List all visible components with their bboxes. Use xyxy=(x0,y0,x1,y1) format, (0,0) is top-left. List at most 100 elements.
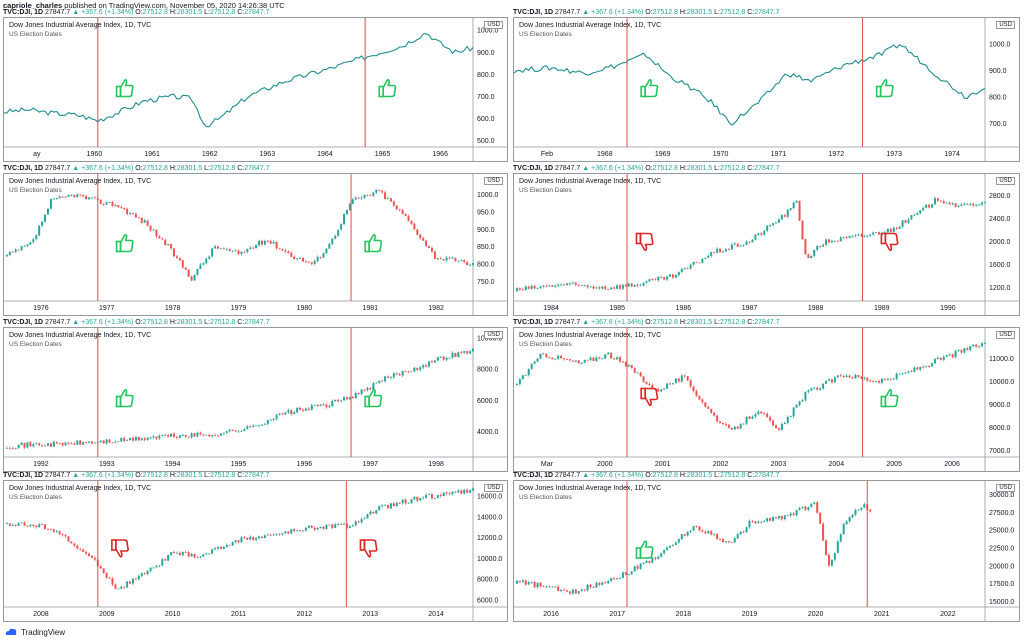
thumbs-up-icon xyxy=(875,79,894,98)
price-chart[interactable]: 15000.0 17500.0 20000.0 22500.0 25000.0 27500… xyxy=(514,481,1019,621)
candle-body xyxy=(5,523,8,525)
candle-body xyxy=(392,201,395,206)
candle-body xyxy=(316,256,319,262)
candle-body xyxy=(404,370,407,372)
candle-body xyxy=(565,590,568,592)
low-label: L: xyxy=(714,472,720,479)
price-chart[interactable]: 4000.0 6000.0 8000.0 10000.0 1992 1993 1994 199… xyxy=(4,328,507,471)
candle-body xyxy=(957,350,960,352)
open-value: 27512.8 xyxy=(142,165,170,172)
currency-label[interactable]: USD xyxy=(484,21,503,29)
candle-body xyxy=(657,556,660,559)
high-value: 28301.5 xyxy=(176,472,205,479)
candle-body xyxy=(252,425,255,427)
candle-body xyxy=(627,365,630,367)
chart-panel[interactable]: 500.0 600.0 700.0 800.0 900.0 1000.0 ay 1960 196… xyxy=(3,17,508,162)
ticker-line: TVC:DJI, 1D 27847.7 ▲ +367.6 (+1.34%) O:… xyxy=(3,472,270,479)
low-value: 27512.8 xyxy=(209,9,238,16)
candle-body xyxy=(866,235,869,237)
price-chart[interactable]: 7000.0 8000.0 9000.0 10000.0 11000.0 Mar 2000 2… xyxy=(514,328,1019,471)
time-tick-label: 1998 xyxy=(428,461,444,468)
author-name[interactable]: capriole_charles xyxy=(3,1,63,10)
chart-panel[interactable]: 7000.0 8000.0 9000.0 10000.0 11000.0 Mar 2000 2… xyxy=(513,327,1020,472)
price-chart[interactable]: 700.0 800.0 900.0 1000.0 Feb 1968 1969 1970 1971… xyxy=(514,18,1019,161)
currency-label[interactable]: USD xyxy=(996,21,1015,29)
chart-panel[interactable]: 750.0 800.0 850.0 900.0 950.0 1000.0 1976 1977 1… xyxy=(3,173,508,316)
candle-body xyxy=(422,238,425,241)
price-chart[interactable]: 1200.0 1600.0 2000.0 2400.0 2800.0 1984 1985 19… xyxy=(514,174,1019,315)
candle-body xyxy=(742,423,745,425)
chart-panel[interactable]: 15000.0 17500.0 20000.0 22500.0 25000.0 27500… xyxy=(513,480,1020,622)
candle-body xyxy=(680,375,683,382)
candle-body xyxy=(745,241,748,245)
candle-body xyxy=(624,572,627,575)
candle-body xyxy=(249,247,252,249)
candle-body xyxy=(357,392,360,395)
candle-body xyxy=(146,437,149,440)
currency-label[interactable]: USD xyxy=(996,331,1015,339)
price-chart[interactable]: 750.0 800.0 850.0 900.0 950.0 1000.0 1976 1977 1… xyxy=(4,174,507,315)
candle-body xyxy=(219,248,222,250)
price-chart[interactable]: 500.0 600.0 700.0 800.0 900.0 1000.0 ay 1960 196… xyxy=(4,18,507,161)
currency-label[interactable]: USD xyxy=(484,177,503,185)
chart-panel[interactable]: 6000.0 8000.0 10000.0 12000.0 14000.0 16000.0… xyxy=(3,480,508,622)
candle-body xyxy=(79,548,82,550)
candle-body xyxy=(131,578,134,584)
time-tick-label: 1966 xyxy=(432,151,448,158)
candle-body xyxy=(55,531,58,532)
candle-body xyxy=(751,416,754,419)
currency-label[interactable]: USD xyxy=(996,484,1015,492)
time-tick-label: 1996 xyxy=(297,461,313,468)
low-value: 27512.8 xyxy=(719,319,748,326)
ticker-change: ▲ +367.6 (+1.34%) xyxy=(582,319,646,326)
candle-body xyxy=(175,436,178,438)
price-tick-label: 8000.0 xyxy=(989,425,1011,432)
candle-body xyxy=(430,247,433,252)
candle-body xyxy=(216,546,219,549)
ticker-symbol: TVC:DJI, 1D xyxy=(3,472,44,479)
close-value: 27847.7 xyxy=(754,165,780,172)
candle-body xyxy=(607,581,610,584)
tradingview-footer[interactable]: TradingView xyxy=(4,627,65,637)
candle-body xyxy=(630,283,633,287)
candle-body xyxy=(413,223,416,230)
chart-panel[interactable]: 4000.0 6000.0 8000.0 10000.0 1992 1993 1994 199… xyxy=(3,327,508,472)
chart-panel[interactable]: 1200.0 1600.0 2000.0 2400.0 2800.0 1984 1985 19… xyxy=(513,173,1020,316)
candle-body xyxy=(243,429,246,431)
candle-body xyxy=(527,286,530,289)
currency-label[interactable]: USD xyxy=(996,177,1015,185)
candle-body xyxy=(530,363,533,369)
candle-body xyxy=(466,262,469,266)
candle-body xyxy=(842,524,845,535)
candle-body xyxy=(524,286,527,291)
candle-body xyxy=(719,421,722,423)
candle-body xyxy=(170,244,173,249)
candle-body xyxy=(804,239,807,255)
ticker-line: TVC:DJI, 1D 27847.7 ▲ +367.6 (+1.34%) O:… xyxy=(3,319,270,326)
panel-subtitle: US Election Dates xyxy=(519,31,572,38)
currency-label[interactable]: USD xyxy=(484,484,503,492)
candle-body xyxy=(214,434,217,436)
candle-body xyxy=(372,192,375,196)
candle-body xyxy=(839,375,842,377)
candle-body xyxy=(114,205,117,207)
price-chart[interactable]: 6000.0 8000.0 10000.0 12000.0 14000.0 16000.0… xyxy=(4,481,507,621)
candle-body xyxy=(79,440,82,445)
candle-body xyxy=(325,525,328,529)
time-tick-label: 1972 xyxy=(829,151,845,158)
time-tick-label: Feb xyxy=(541,151,553,158)
candle-body xyxy=(395,205,398,210)
currency-label[interactable]: USD xyxy=(484,331,503,339)
candle-body xyxy=(407,215,410,221)
candle-body xyxy=(733,426,736,430)
candle-body xyxy=(389,198,392,202)
price-tick-label: 700.0 xyxy=(477,94,495,101)
candle-body xyxy=(521,580,524,582)
chart-panel[interactable]: 700.0 800.0 900.0 1000.0 Feb 1968 1969 1970 1971… xyxy=(513,17,1020,162)
candle-body xyxy=(131,437,134,441)
candle-body xyxy=(574,589,577,594)
candle-body xyxy=(11,524,14,526)
candle-body xyxy=(260,424,263,426)
candle-body xyxy=(407,503,410,504)
candle-body xyxy=(436,357,439,361)
